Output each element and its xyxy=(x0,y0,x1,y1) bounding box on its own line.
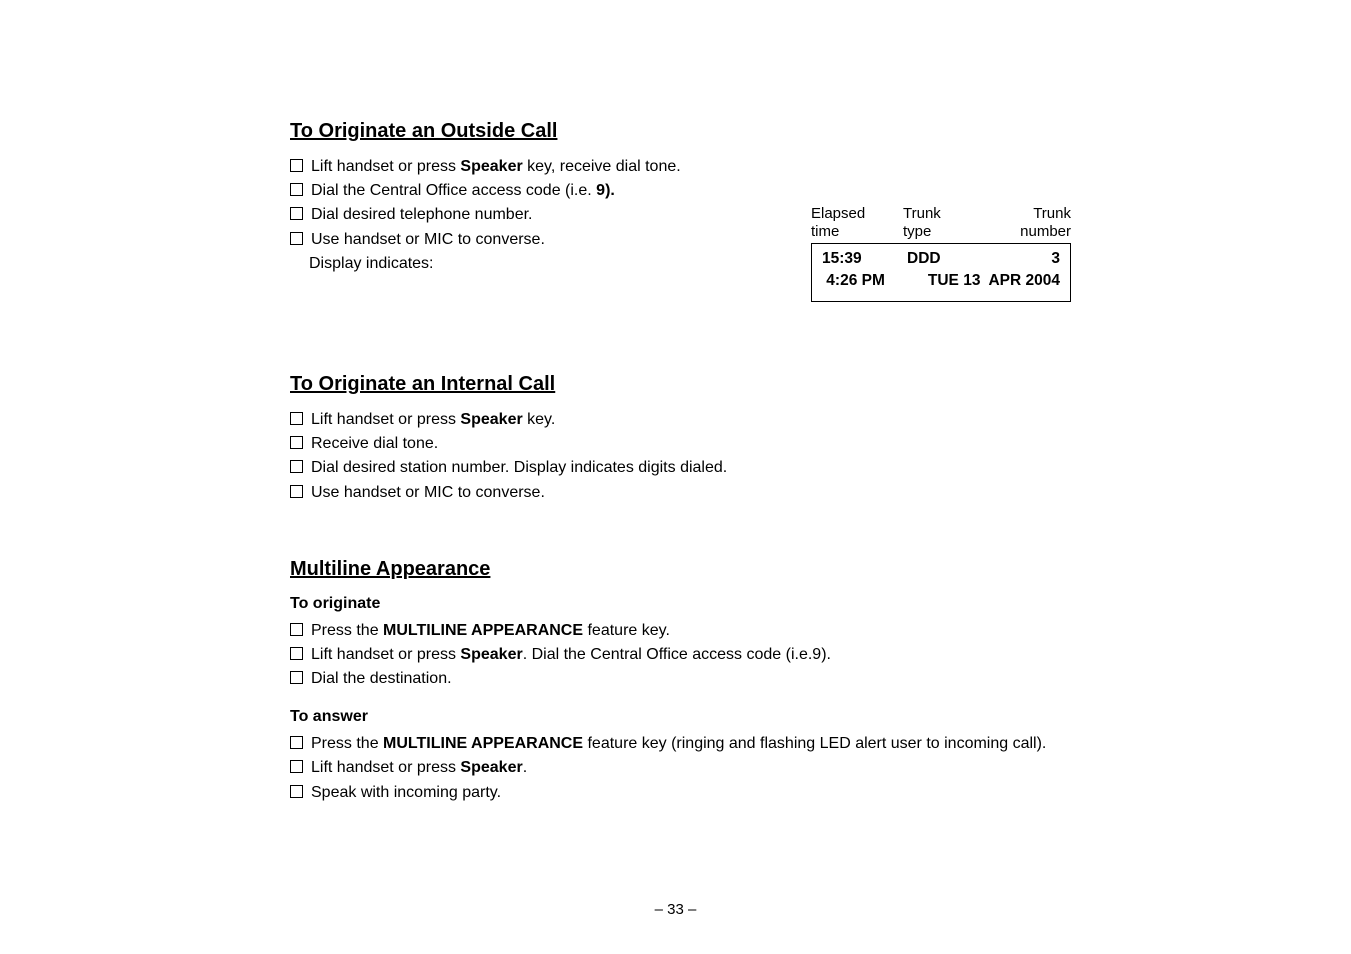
label-trunk-1: Trunk xyxy=(903,205,979,223)
list-item: Receive dial tone. xyxy=(290,432,1071,455)
lcd-box: 15:39 DDD 3 4:26 PM TUE 13 APR 2004 xyxy=(811,243,1071,302)
list-item: Speak with incoming party. xyxy=(290,781,1071,804)
label-num-2: number xyxy=(979,223,1071,241)
checkbox-icon xyxy=(290,760,303,773)
list-item: Dial the destination. xyxy=(290,667,1071,690)
list-item: Lift handset or press Speaker. Dial the … xyxy=(290,643,1071,666)
checkbox-icon xyxy=(290,647,303,660)
indent-spacer xyxy=(290,256,301,267)
page-number: – 33 – xyxy=(0,901,1351,918)
lcd-trunk-number: 3 xyxy=(962,248,1060,270)
checkbox-icon xyxy=(290,207,303,220)
list-item-text: Dial desired station number. Display ind… xyxy=(311,456,1071,479)
multiline-originate-items: Press the MULTILINE APPEARANCE feature k… xyxy=(290,619,1071,691)
list-item: Lift handset or press Speaker. xyxy=(290,756,1071,779)
list-item-text: Lift handset or press Speaker key. xyxy=(311,408,1071,431)
list-item-text: Receive dial tone. xyxy=(311,432,1071,455)
list-item: Dial the Central Office access code (i.e… xyxy=(290,179,1071,202)
label-trunk-2: type xyxy=(903,223,979,241)
list-item: Press the MULTILINE APPEARANCE feature k… xyxy=(290,732,1071,755)
list-item-text: Press the MULTILINE APPEARANCE feature k… xyxy=(311,732,1071,755)
label-elapsed-2: time xyxy=(811,223,903,241)
lcd-time: 4:26 PM xyxy=(822,270,886,292)
checkbox-icon xyxy=(290,671,303,684)
checkbox-icon xyxy=(290,436,303,449)
checkbox-icon xyxy=(290,623,303,636)
lcd-display-block: Elapsed time Trunk type Trunk number 15:… xyxy=(811,205,1071,302)
checkbox-icon xyxy=(290,485,303,498)
list-item-text: Dial the Central Office access code (i.e… xyxy=(311,179,1071,202)
list-item-text: Lift handset or press Speaker key, recei… xyxy=(311,155,1071,178)
label-elapsed-1: Elapsed xyxy=(811,205,903,223)
list-item-text: Use handset or MIC to converse. xyxy=(311,481,1071,504)
checkbox-icon xyxy=(290,412,303,425)
list-item: Lift handset or press Speaker key. xyxy=(290,408,1071,431)
checkbox-icon xyxy=(290,232,303,245)
list-item-text: Lift handset or press Speaker. Dial the … xyxy=(311,643,1071,666)
list-item-text: Speak with incoming party. xyxy=(311,781,1071,804)
lcd-elapsed: 15:39 xyxy=(822,248,907,270)
heading-outside-call: To Originate an Outside Call xyxy=(290,120,1071,143)
heading-multiline: Multiline Appearance xyxy=(290,558,1071,581)
lcd-date: TUE 13 APR 2004 xyxy=(928,270,1060,292)
list-item: Use handset or MIC to converse. xyxy=(290,481,1071,504)
list-item: Lift handset or press Speaker key, recei… xyxy=(290,155,1071,178)
lcd-trunk-type: DDD xyxy=(907,248,962,270)
heading-internal-call: To Originate an Internal Call xyxy=(290,373,1071,396)
list-item-text: Dial the destination. xyxy=(311,667,1071,690)
label-num-1: Trunk xyxy=(979,205,1071,223)
list-item: Press the MULTILINE APPEARANCE feature k… xyxy=(290,619,1071,642)
checkbox-icon xyxy=(290,736,303,749)
checkbox-icon xyxy=(290,159,303,172)
sub-to-originate: To originate xyxy=(290,595,1071,613)
lcd-blank xyxy=(886,270,928,292)
list-item-text: Press the MULTILINE APPEARANCE feature k… xyxy=(311,619,1071,642)
list-item: Dial desired station number. Display ind… xyxy=(290,456,1071,479)
checkbox-icon xyxy=(290,785,303,798)
multiline-answer-items: Press the MULTILINE APPEARANCE feature k… xyxy=(290,732,1071,804)
sub-to-answer: To answer xyxy=(290,708,1071,726)
internal-call-items: Lift handset or press Speaker key.Receiv… xyxy=(290,408,1071,504)
checkbox-icon xyxy=(290,183,303,196)
list-item-text: Lift handset or press Speaker. xyxy=(311,756,1071,779)
checkbox-icon xyxy=(290,460,303,473)
